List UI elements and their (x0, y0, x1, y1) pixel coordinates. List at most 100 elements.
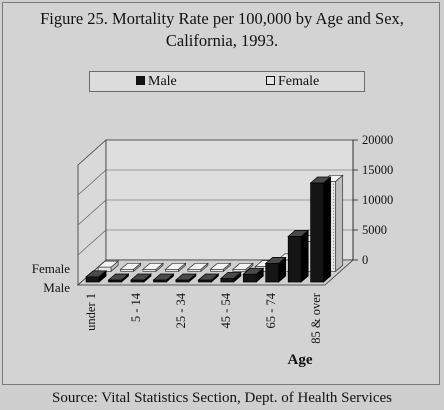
legend-label-female: Female (278, 74, 320, 89)
bar-male-1 (107, 273, 130, 283)
legend-swatch-male (136, 76, 145, 85)
y-tick-label: 10000 (362, 193, 393, 207)
bar-side (300, 229, 309, 283)
gridline-side (77, 229, 107, 256)
bar-pattern-dot (333, 246, 335, 248)
bar-pattern-dot (333, 240, 335, 242)
x-tick-label: 25 - 34 (174, 292, 188, 328)
bar-female-3 (164, 262, 187, 273)
x-tick-label: 45 - 54 (219, 292, 233, 328)
bar-top (152, 273, 175, 281)
bar-top (219, 272, 242, 279)
bar-top (97, 260, 120, 268)
bar-pattern-dot (333, 207, 335, 209)
bar-male-5 (197, 273, 220, 283)
bar-top (186, 262, 209, 270)
gridline-side (77, 139, 107, 166)
gridline-side (77, 199, 107, 226)
bar-top (197, 273, 220, 281)
bar-female-5 (209, 262, 232, 273)
bar-pattern-dot (333, 249, 335, 251)
legend-item-male: Male (136, 73, 177, 91)
bar-top (264, 257, 287, 264)
bar-pattern-dot (333, 243, 335, 245)
legend-label-male: Male (148, 74, 177, 89)
bar-face (287, 236, 302, 283)
x-tick-label: under 1 (84, 293, 98, 331)
legend: Male Female (89, 71, 365, 92)
bar-pattern-dot (333, 255, 335, 257)
bar-top (164, 262, 187, 270)
bar-female-2 (142, 262, 164, 273)
bar-top (130, 273, 152, 281)
bar-side (323, 176, 331, 283)
bar-pattern-dot (333, 192, 335, 194)
x-tick-label: 5 - 14 (129, 292, 143, 322)
bar-male-2 (130, 273, 152, 283)
bar-male-3 (152, 273, 175, 283)
bar-pattern-dot (333, 231, 335, 233)
bar-top (309, 176, 332, 184)
bar-top (174, 273, 197, 281)
bar-face (265, 263, 280, 283)
bar-male-0 (85, 270, 108, 283)
bar-pattern-dot (333, 195, 335, 197)
bar-pattern-dot (333, 183, 335, 185)
bar-pattern-dot (333, 210, 335, 212)
bar-male-4 (174, 273, 197, 283)
bar-male-8 (264, 256, 287, 283)
bar-pattern-dot (333, 204, 335, 206)
bar-top (142, 262, 164, 270)
bar-top (119, 262, 142, 270)
bar-face (85, 276, 100, 283)
bar-pattern-dot (333, 186, 335, 188)
bar-face (220, 278, 235, 283)
bar-female-1 (119, 262, 142, 273)
bar-male-7 (242, 267, 265, 283)
bar-female-10 (321, 174, 344, 273)
bar-male-9 (287, 229, 310, 283)
legend-item-female: Female (266, 73, 319, 91)
bar-top (107, 273, 130, 281)
x-axis-label: Age (287, 352, 313, 368)
bar-top (287, 230, 310, 237)
bar-pattern-dot (333, 258, 335, 260)
bar-top (242, 267, 265, 275)
x-tick-label: 85 & over (309, 292, 323, 344)
source-note: Source: Vital Statistics Section, Dept. … (51, 390, 392, 406)
chart-title-line-1: Figure 25. Mortality Rate per 100,000 by… (40, 9, 404, 28)
bar-male-6 (219, 271, 242, 283)
bar-pattern-dot (333, 261, 335, 263)
bar-male-10 (309, 176, 332, 283)
bar-female-4 (186, 262, 209, 273)
bar-pattern-dot (333, 219, 335, 221)
bar-side (335, 174, 344, 273)
bar-pattern-dot (333, 234, 335, 236)
bar-top (231, 262, 254, 270)
bar-face (242, 273, 257, 283)
chart-title: Figure 25. Mortality Rate per 100,000 by… (0, 8, 444, 52)
bar-pattern-dot (333, 201, 335, 203)
bar-female-6 (231, 262, 254, 273)
gridline-side (77, 169, 107, 196)
bar-pattern-dot (333, 198, 335, 200)
bar-pattern-dot (333, 216, 335, 218)
y-tick-label: 15000 (362, 163, 393, 177)
bar-pattern-dot (333, 252, 335, 254)
y-tick-label: 5000 (362, 223, 387, 237)
series-label-male: Male (43, 280, 70, 295)
bar-top (85, 270, 108, 278)
chart-plot: 0 5000 10000 15000 20000 Female Male under 1 5 -… (32, 133, 394, 344)
bar-pattern-dot (333, 225, 335, 227)
bar-pattern-dot (333, 264, 335, 266)
bar-face (310, 182, 324, 283)
y-tick-label: 20000 (362, 133, 393, 147)
bar-pattern-dot (333, 189, 335, 191)
bar-pattern-dot (333, 228, 335, 230)
bar-pattern-dot (333, 222, 335, 224)
chart-title-line-2: California, 1993. (165, 31, 279, 50)
y-tick-label: 0 (362, 253, 368, 267)
bar-pattern-dot (333, 237, 335, 239)
legend-swatch-female (266, 76, 275, 85)
